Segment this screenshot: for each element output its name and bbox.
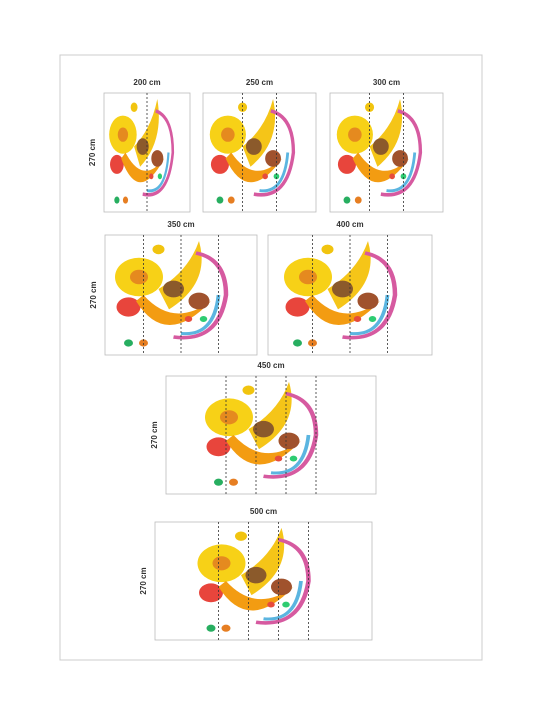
height-label: 270 cm bbox=[150, 421, 159, 448]
height-label: 270 cm bbox=[139, 567, 148, 594]
width-label: 450 cm bbox=[257, 361, 284, 370]
panel: 500 cm 270 cm bbox=[139, 507, 372, 640]
width-label: 400 cm bbox=[336, 220, 363, 229]
panel: 450 cm 270 cm bbox=[150, 361, 376, 494]
panel: 250 cm bbox=[203, 78, 316, 212]
width-label: 200 cm bbox=[133, 78, 160, 87]
height-label: 270 cm bbox=[88, 139, 97, 166]
panel: 300 cm bbox=[330, 78, 443, 212]
width-label: 500 cm bbox=[250, 507, 277, 516]
width-label: 250 cm bbox=[246, 78, 273, 87]
panel: 400 cm bbox=[268, 220, 432, 355]
width-label: 350 cm bbox=[167, 220, 194, 229]
frame bbox=[59, 54, 483, 661]
height-label: 270 cm bbox=[89, 281, 98, 308]
width-label: 300 cm bbox=[373, 78, 400, 87]
panel: 350 cm 270 cm bbox=[89, 220, 257, 355]
panel: 200 cm 270 cm bbox=[88, 78, 190, 212]
